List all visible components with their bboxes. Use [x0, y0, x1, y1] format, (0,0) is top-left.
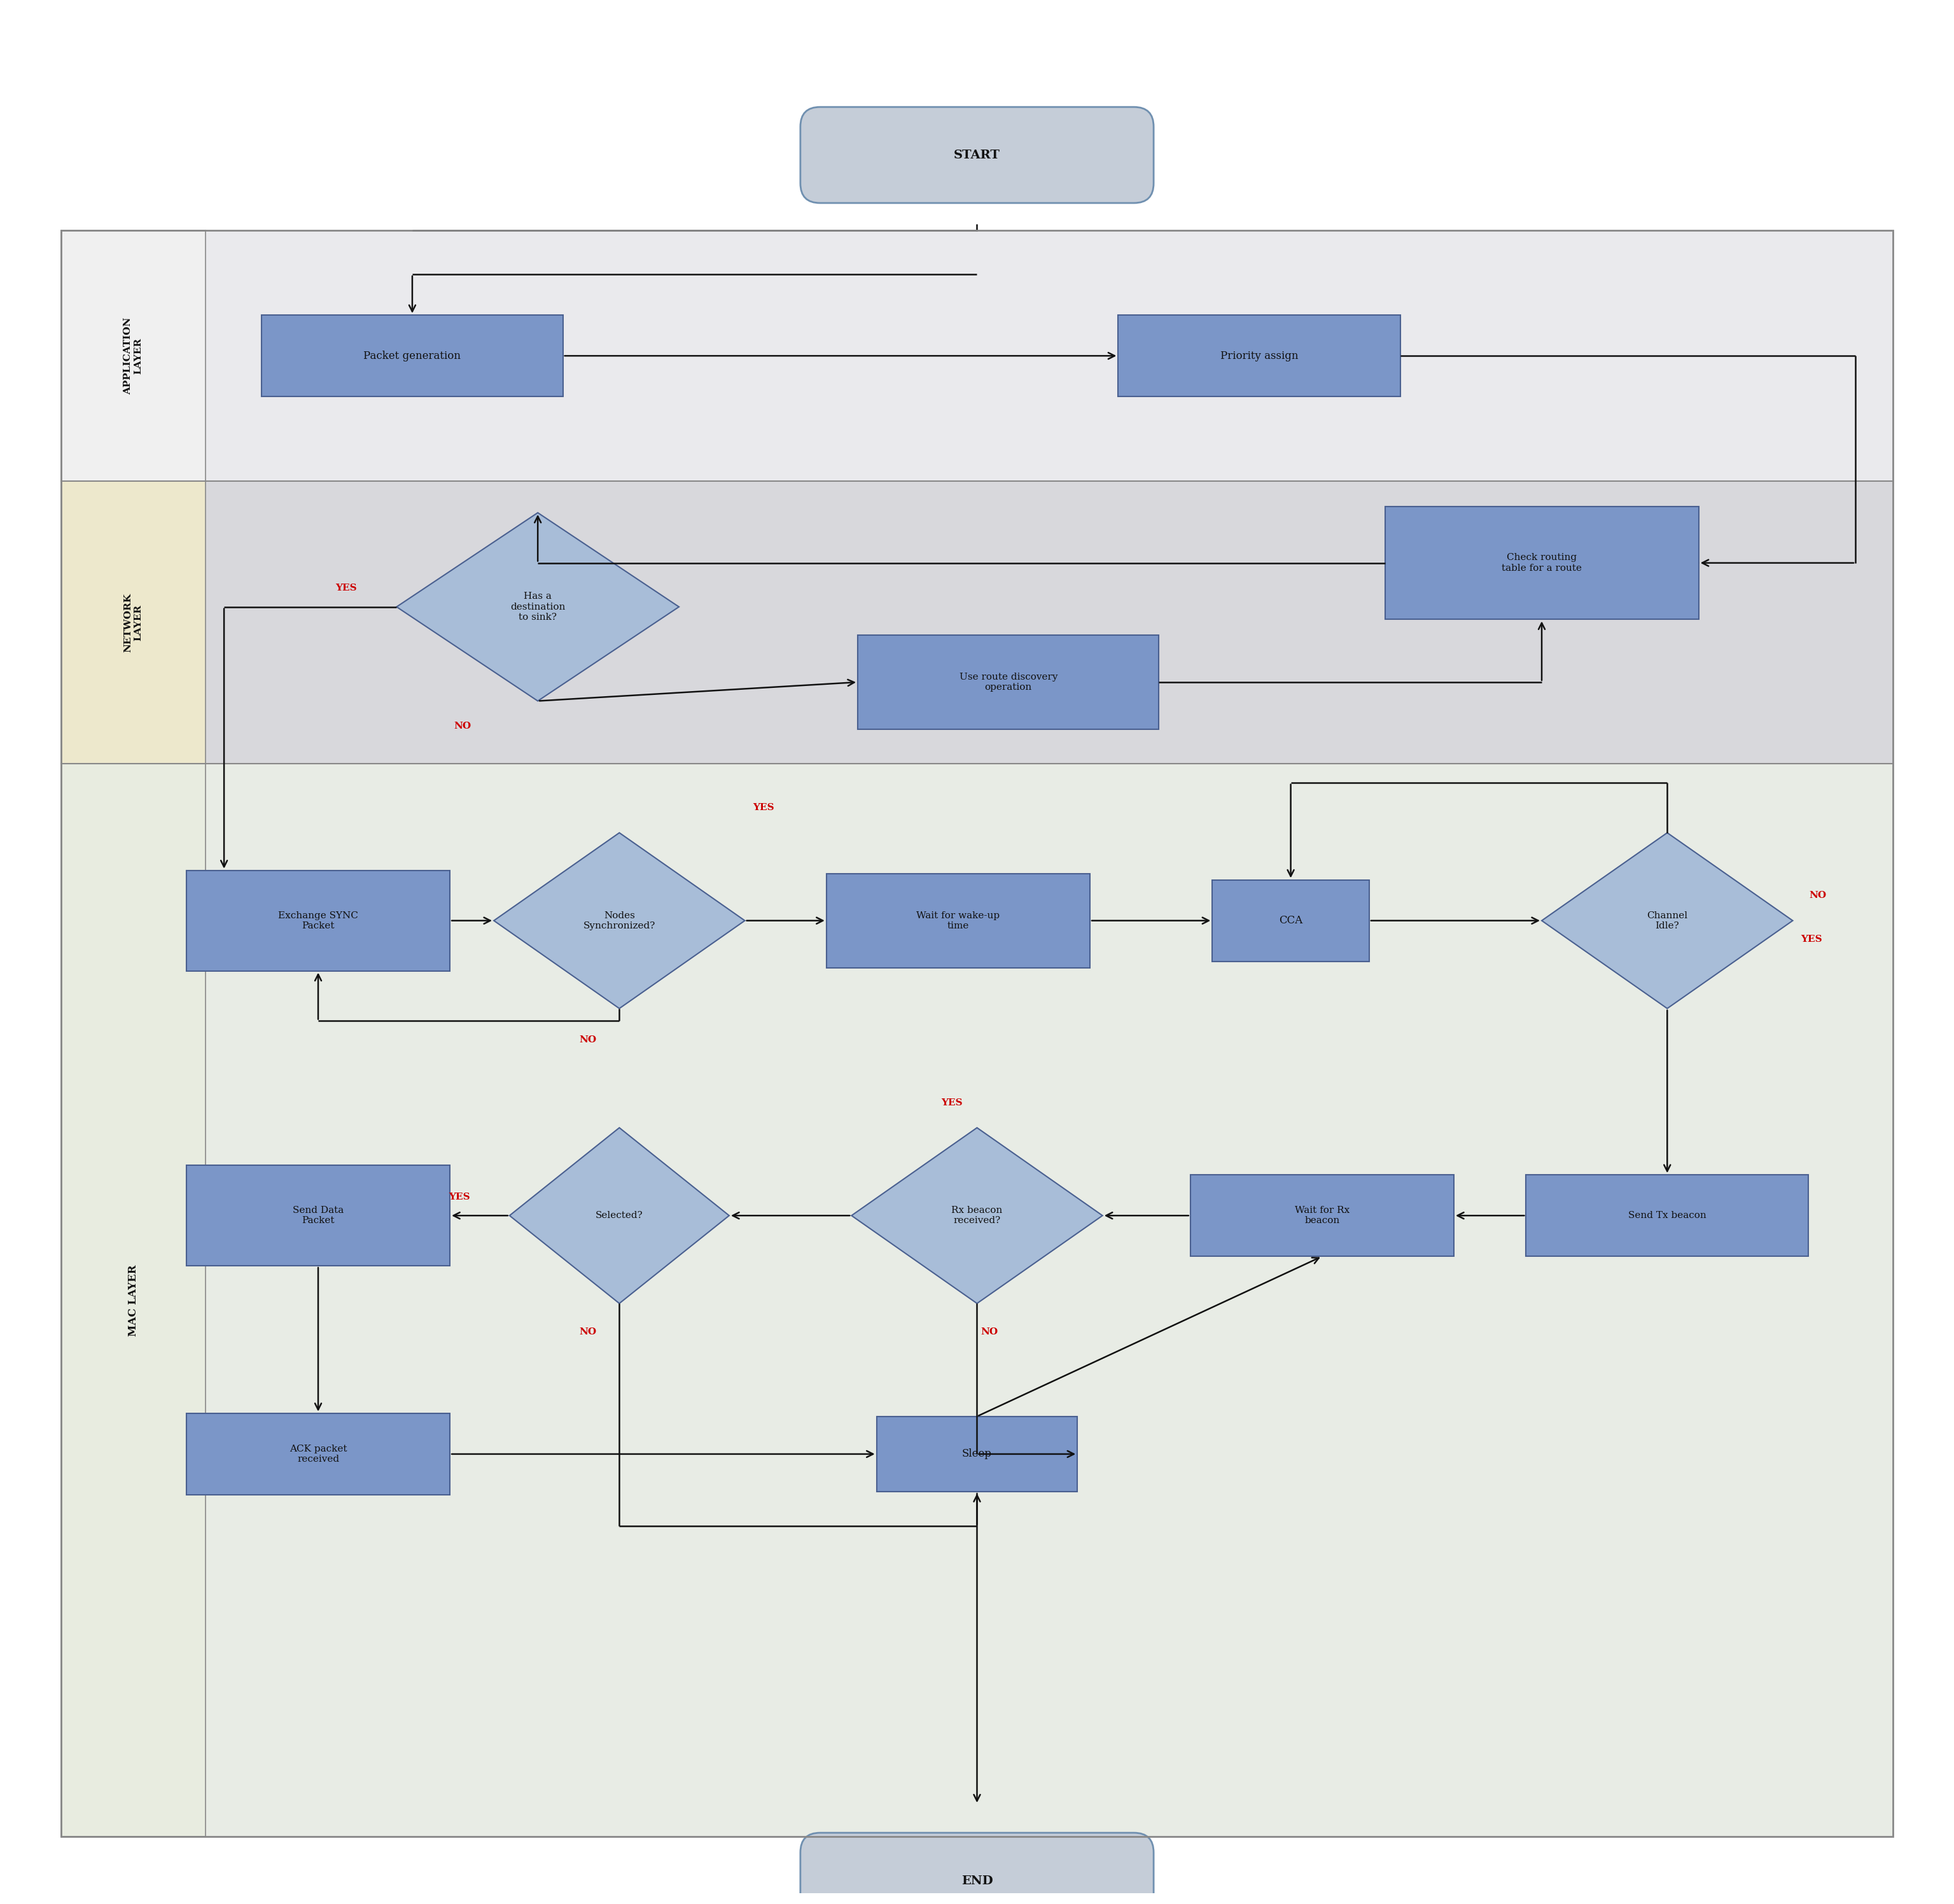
Text: Exchange SYNC
Packet: Exchange SYNC Packet: [277, 910, 358, 931]
Polygon shape: [510, 1127, 729, 1304]
Text: MAC LAYER: MAC LAYER: [127, 1264, 139, 1337]
Text: NO: NO: [1809, 891, 1827, 901]
Text: END: END: [961, 1875, 993, 1887]
Text: Nodes
Synchronized?: Nodes Synchronized?: [584, 910, 655, 931]
Text: Rx beacon
received?: Rx beacon received?: [952, 1205, 1002, 1224]
Bar: [61, 230, 205, 482]
Bar: [61, 764, 1893, 1837]
FancyBboxPatch shape: [186, 1165, 449, 1266]
Text: Priority assign: Priority assign: [1221, 350, 1297, 362]
Text: YES: YES: [1802, 935, 1823, 944]
Text: Wait for wake-up
time: Wait for wake-up time: [916, 910, 1000, 931]
FancyBboxPatch shape: [1385, 506, 1698, 619]
FancyBboxPatch shape: [262, 314, 563, 396]
Polygon shape: [1542, 832, 1792, 1009]
FancyBboxPatch shape: [827, 874, 1090, 967]
FancyBboxPatch shape: [1190, 1175, 1454, 1257]
Polygon shape: [852, 1127, 1102, 1304]
Bar: [61, 230, 1893, 1837]
FancyBboxPatch shape: [1118, 314, 1401, 396]
Bar: [61, 482, 1893, 764]
Text: NO: NO: [578, 1327, 596, 1337]
Text: Selected?: Selected?: [596, 1211, 643, 1220]
Text: Channel
Idle?: Channel Idle?: [1647, 910, 1688, 931]
Text: Wait for Rx
beacon: Wait for Rx beacon: [1296, 1205, 1350, 1224]
Text: NO: NO: [981, 1327, 998, 1337]
Polygon shape: [494, 832, 744, 1009]
Text: YES: YES: [449, 1192, 471, 1201]
Text: Send Tx beacon: Send Tx beacon: [1628, 1211, 1706, 1220]
FancyBboxPatch shape: [858, 636, 1159, 729]
FancyBboxPatch shape: [801, 1834, 1153, 1904]
Bar: [61, 230, 1893, 482]
FancyBboxPatch shape: [877, 1417, 1077, 1491]
Bar: [61, 482, 205, 764]
FancyBboxPatch shape: [1211, 880, 1370, 962]
Text: NETWORK
LAYER: NETWORK LAYER: [123, 592, 143, 653]
Polygon shape: [397, 512, 678, 701]
Text: START: START: [954, 149, 1000, 160]
Text: NO: NO: [453, 722, 471, 731]
Text: ACK packet
received: ACK packet received: [289, 1445, 348, 1464]
Text: CCA: CCA: [1278, 916, 1303, 925]
Text: YES: YES: [752, 803, 774, 813]
Text: Send Data
Packet: Send Data Packet: [293, 1205, 344, 1224]
Text: Use route discovery
operation: Use route discovery operation: [959, 672, 1057, 691]
Text: NO: NO: [578, 1036, 596, 1043]
Bar: [61, 764, 205, 1837]
Text: YES: YES: [942, 1099, 963, 1106]
Text: Sleep: Sleep: [961, 1449, 993, 1460]
Text: APPLICATION
LAYER: APPLICATION LAYER: [123, 318, 143, 394]
FancyBboxPatch shape: [1526, 1175, 1807, 1257]
Text: YES: YES: [336, 583, 358, 592]
Text: Check routing
table for a route: Check routing table for a route: [1501, 554, 1583, 573]
FancyBboxPatch shape: [186, 1413, 449, 1495]
Text: Has a
destination
to sink?: Has a destination to sink?: [510, 592, 565, 621]
Text: Packet generation: Packet generation: [363, 350, 461, 362]
FancyBboxPatch shape: [186, 870, 449, 971]
FancyBboxPatch shape: [801, 107, 1153, 204]
